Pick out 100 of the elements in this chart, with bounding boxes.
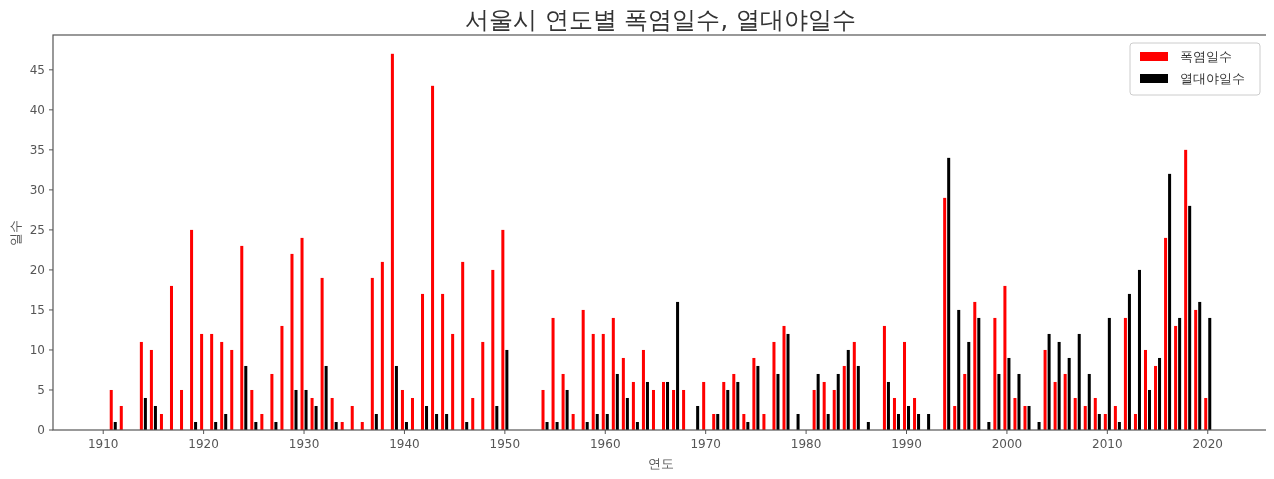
bar [1017, 373, 1021, 430]
bar [756, 365, 760, 430]
bar [421, 293, 425, 430]
bar [200, 333, 204, 430]
bar [581, 309, 585, 430]
bar [471, 397, 475, 430]
bar [1097, 413, 1101, 430]
y-tick-label: 35 [29, 142, 45, 157]
bar [645, 381, 649, 430]
y-tick-label: 10 [29, 342, 45, 357]
bar [190, 229, 194, 430]
y-tick-label: 45 [29, 62, 45, 77]
bar [1174, 325, 1178, 430]
bar [461, 261, 465, 430]
y-axis-title: 일수 [8, 219, 23, 246]
bar [260, 413, 264, 430]
bar [139, 341, 143, 430]
bar [224, 413, 228, 430]
bar [621, 357, 625, 430]
bar [1023, 405, 1027, 430]
bar [310, 397, 314, 430]
bar [410, 397, 414, 430]
bar [762, 413, 766, 430]
bar [1043, 349, 1047, 430]
bar [270, 373, 274, 430]
bar [1077, 333, 1081, 430]
bar [676, 301, 680, 430]
bar [742, 413, 746, 430]
bar [435, 413, 439, 430]
y-tick-label: 20 [29, 262, 45, 277]
bar [314, 405, 318, 430]
bar [696, 405, 700, 430]
bar [601, 333, 605, 430]
bar [445, 413, 449, 430]
legend-label: 폭염일수 [1180, 49, 1232, 64]
bar [963, 373, 967, 430]
bar [973, 301, 977, 430]
bar [425, 405, 429, 430]
bar [903, 341, 907, 430]
bar [832, 389, 836, 430]
bar [826, 413, 830, 430]
x-tick-label: 1920 [188, 437, 219, 451]
y-tick-label: 5 [37, 382, 45, 397]
x-tick-label: 1960 [590, 437, 621, 451]
bar [374, 413, 378, 430]
bar [812, 389, 816, 430]
bar [230, 349, 234, 430]
bar [1148, 389, 1152, 430]
bar [822, 381, 826, 430]
bar [1127, 293, 1131, 430]
x-tick-label: 1980 [790, 437, 822, 451]
bar [846, 349, 850, 430]
bar [967, 341, 971, 430]
bar [1027, 405, 1031, 430]
bar [752, 357, 756, 430]
y-tick-label: 15 [29, 302, 45, 317]
bar [957, 309, 961, 430]
bar [300, 237, 304, 430]
bar [324, 365, 328, 430]
bar [290, 253, 294, 430]
bar [1087, 373, 1091, 430]
bar [1194, 309, 1198, 430]
bar [541, 389, 545, 430]
bar [722, 381, 726, 430]
x-axis-title: 연도 [647, 456, 674, 471]
bar [913, 397, 917, 430]
bar [551, 317, 555, 430]
bar [1164, 237, 1168, 430]
bar [1168, 173, 1172, 430]
bar [595, 413, 599, 430]
bar [907, 405, 911, 430]
bar [1053, 381, 1057, 430]
bar [169, 285, 173, 430]
bar [1047, 333, 1051, 430]
bar [451, 333, 455, 430]
bar [1184, 149, 1188, 430]
bar [1208, 317, 1212, 430]
y-tick-label: 40 [29, 102, 45, 117]
bar [1057, 341, 1061, 430]
bar [666, 381, 670, 430]
bar [1003, 285, 1007, 430]
bar [716, 413, 720, 430]
bar [776, 373, 780, 430]
bar [886, 381, 890, 430]
bar [836, 373, 840, 430]
bar [280, 325, 284, 430]
bar [1083, 405, 1087, 430]
bar [651, 389, 655, 430]
bar [119, 405, 123, 430]
x-tick-label: 2000 [991, 437, 1023, 451]
bar [350, 405, 354, 430]
bar [505, 349, 509, 430]
y-tick-label: 25 [29, 222, 45, 237]
bar [726, 389, 730, 430]
x-tick-label: 2010 [1092, 437, 1123, 451]
y-tick-label: 30 [29, 182, 45, 197]
bar [615, 373, 619, 430]
bar [1007, 357, 1011, 430]
x-tick-label: 2020 [1192, 437, 1224, 451]
bar [896, 413, 900, 430]
